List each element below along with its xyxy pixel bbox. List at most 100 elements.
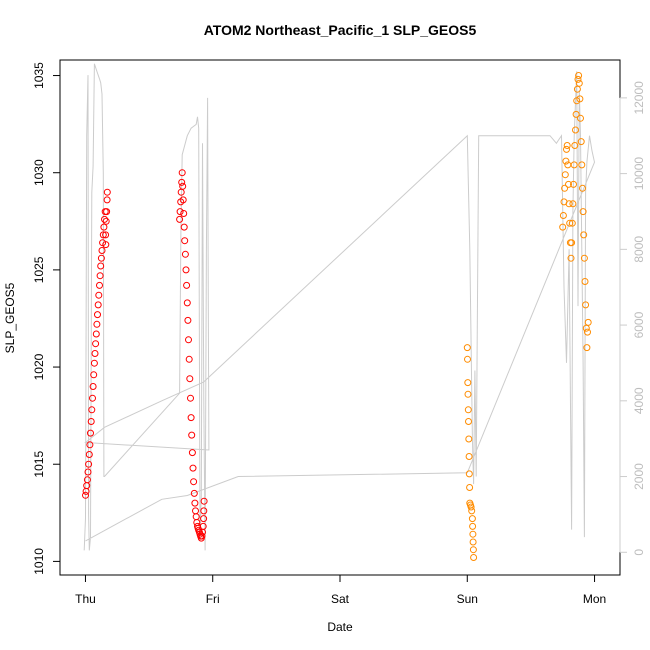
data-point-s0-34 bbox=[102, 217, 110, 225]
data-point-s1-60 bbox=[584, 318, 592, 326]
data-point-s1-21 bbox=[559, 212, 567, 219]
data-point-s1-9 bbox=[466, 484, 474, 491]
x-tick-label: Sat bbox=[331, 592, 350, 606]
data-point-s1-57 bbox=[582, 324, 590, 332]
data-point-s0-32 bbox=[102, 231, 110, 239]
data-point-s1-0 bbox=[463, 344, 471, 352]
data-points bbox=[82, 72, 592, 561]
data-point-s0-5 bbox=[85, 460, 93, 468]
x-tick-label: Mon bbox=[583, 592, 606, 606]
data-point-s0-50 bbox=[182, 266, 190, 274]
data-point-s1-12 bbox=[467, 503, 475, 511]
data-point-s1-44 bbox=[574, 75, 582, 83]
data-point-s0-52 bbox=[183, 299, 191, 307]
data-point-s1-24 bbox=[561, 171, 569, 179]
data-point-s1-46 bbox=[575, 79, 583, 87]
data-point-s0-63 bbox=[190, 489, 198, 497]
data-point-s1-27 bbox=[563, 142, 571, 149]
data-point-s1-19 bbox=[470, 554, 478, 561]
y2-tick-label: 8000 bbox=[632, 236, 646, 263]
data-point-s1-53 bbox=[580, 231, 588, 239]
data-point-s1-15 bbox=[469, 522, 477, 530]
data-point-s1-14 bbox=[468, 515, 476, 523]
data-point-s0-80 bbox=[200, 497, 208, 505]
data-point-s1-7 bbox=[465, 453, 473, 460]
data-point-s0-21 bbox=[95, 291, 103, 299]
altitude-series bbox=[83, 63, 596, 551]
data-point-s0-26 bbox=[98, 247, 106, 254]
data-point-s1-40 bbox=[572, 126, 579, 134]
data-point-s1-13 bbox=[468, 507, 476, 515]
data-point-s0-0 bbox=[82, 491, 89, 499]
data-point-s0-62 bbox=[190, 478, 198, 486]
data-point-s1-55 bbox=[581, 278, 589, 285]
data-point-s1-4 bbox=[464, 406, 472, 414]
data-point-s1-48 bbox=[577, 114, 584, 122]
data-point-s1-35 bbox=[568, 219, 576, 227]
data-point-s1-36 bbox=[569, 200, 577, 208]
data-point-s0-22 bbox=[96, 281, 103, 289]
data-point-s0-59 bbox=[188, 431, 196, 439]
data-point-s1-52 bbox=[579, 208, 587, 216]
data-point-s1-1 bbox=[464, 355, 471, 363]
data-point-s0-54 bbox=[185, 336, 192, 344]
data-point-s0-19 bbox=[94, 311, 101, 319]
data-point-s0-53 bbox=[184, 316, 192, 324]
data-point-s1-3 bbox=[464, 390, 472, 398]
x-tick-label: Thu bbox=[75, 592, 96, 606]
data-point-s0-7 bbox=[86, 441, 94, 449]
data-point-s0-17 bbox=[92, 330, 100, 338]
x-axis-label: Date bbox=[327, 620, 353, 634]
data-point-s1-17 bbox=[469, 538, 477, 546]
data-point-s0-14 bbox=[90, 359, 98, 367]
data-point-s1-38 bbox=[570, 161, 578, 169]
data-point-s1-43 bbox=[573, 85, 581, 93]
data-point-s0-64 bbox=[191, 499, 199, 507]
data-point-s0-24 bbox=[97, 262, 105, 270]
data-point-s0-42 bbox=[178, 178, 186, 186]
data-point-s1-31 bbox=[566, 219, 574, 227]
data-point-s1-29 bbox=[565, 180, 572, 188]
y2-tick-label: 10000 bbox=[632, 157, 646, 191]
data-point-s1-6 bbox=[465, 435, 473, 443]
data-point-s1-41 bbox=[572, 110, 580, 118]
y2-tick-label: 12000 bbox=[632, 81, 646, 115]
data-point-s0-11 bbox=[89, 394, 96, 402]
data-point-s1-37 bbox=[570, 180, 577, 188]
data-point-s1-54 bbox=[580, 254, 588, 262]
data-point-s1-47 bbox=[576, 95, 584, 103]
data-point-s0-15 bbox=[91, 350, 99, 357]
data-point-s0-48 bbox=[181, 237, 189, 245]
data-point-s1-26 bbox=[563, 145, 570, 153]
data-point-s0-8 bbox=[87, 429, 94, 437]
data-point-s1-58 bbox=[583, 344, 591, 352]
data-point-s0-55 bbox=[185, 355, 193, 363]
data-point-s1-45 bbox=[575, 72, 583, 79]
data-point-s1-56 bbox=[582, 301, 590, 309]
y2-tick-label: 2000 bbox=[632, 463, 646, 490]
data-point-s0-47 bbox=[180, 223, 188, 231]
data-point-s1-2 bbox=[464, 379, 472, 387]
chart-title: ATOM2 Northeast_Pacific_1 SLP_GEOS5 bbox=[204, 22, 477, 38]
data-point-s1-50 bbox=[578, 161, 586, 169]
y-axis: 1010 1015 1020 1025 1030 1035 bbox=[32, 62, 61, 575]
y-tick-label: 1030 bbox=[32, 159, 46, 186]
data-point-s1-16 bbox=[469, 530, 477, 538]
data-point-s1-39 bbox=[571, 142, 579, 149]
data-point-s0-57 bbox=[187, 394, 194, 402]
data-point-s1-20 bbox=[559, 223, 567, 231]
data-point-s0-37 bbox=[103, 188, 111, 196]
y2-tick-label: 4000 bbox=[632, 387, 646, 414]
data-point-s0-3 bbox=[83, 476, 91, 484]
data-point-s1-49 bbox=[577, 138, 585, 146]
data-point-s0-46 bbox=[180, 210, 188, 217]
x-tick-label: Sun bbox=[457, 592, 478, 606]
data-point-s1-51 bbox=[579, 184, 586, 192]
data-point-s0-44 bbox=[179, 182, 187, 190]
data-point-s0-58 bbox=[187, 414, 195, 422]
data-point-s0-35 bbox=[103, 208, 111, 216]
y2-axis: 0 2000 4000 6000 8000 10000 12000 bbox=[619, 81, 646, 556]
data-point-s0-4 bbox=[84, 468, 92, 476]
data-point-s1-33 bbox=[567, 254, 575, 262]
